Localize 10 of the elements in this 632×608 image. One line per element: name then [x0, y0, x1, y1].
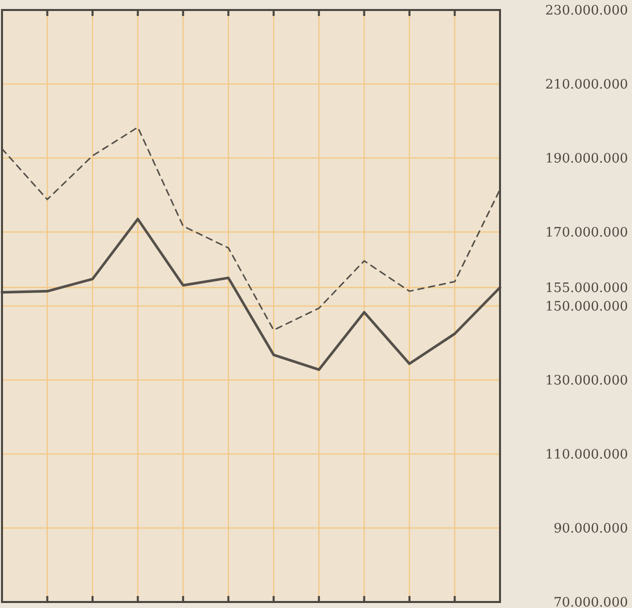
y-tick-label: 90.000.000	[554, 522, 628, 537]
y-tick-label: 155.000.000	[545, 281, 628, 296]
y-tick-label: 230.000.000	[545, 4, 628, 19]
y-tick-label: 170.000.000	[545, 226, 628, 241]
y-tick-label: 130.000.000	[545, 374, 628, 389]
y-tick-label: 210.000.000	[545, 78, 628, 93]
y-tick-label: 190.000.000	[545, 152, 628, 167]
y-tick-label: 110.000.000	[545, 448, 628, 463]
y-tick-label: 70.000.000	[554, 596, 628, 608]
y-tick-label: 150.000.000	[545, 300, 628, 315]
